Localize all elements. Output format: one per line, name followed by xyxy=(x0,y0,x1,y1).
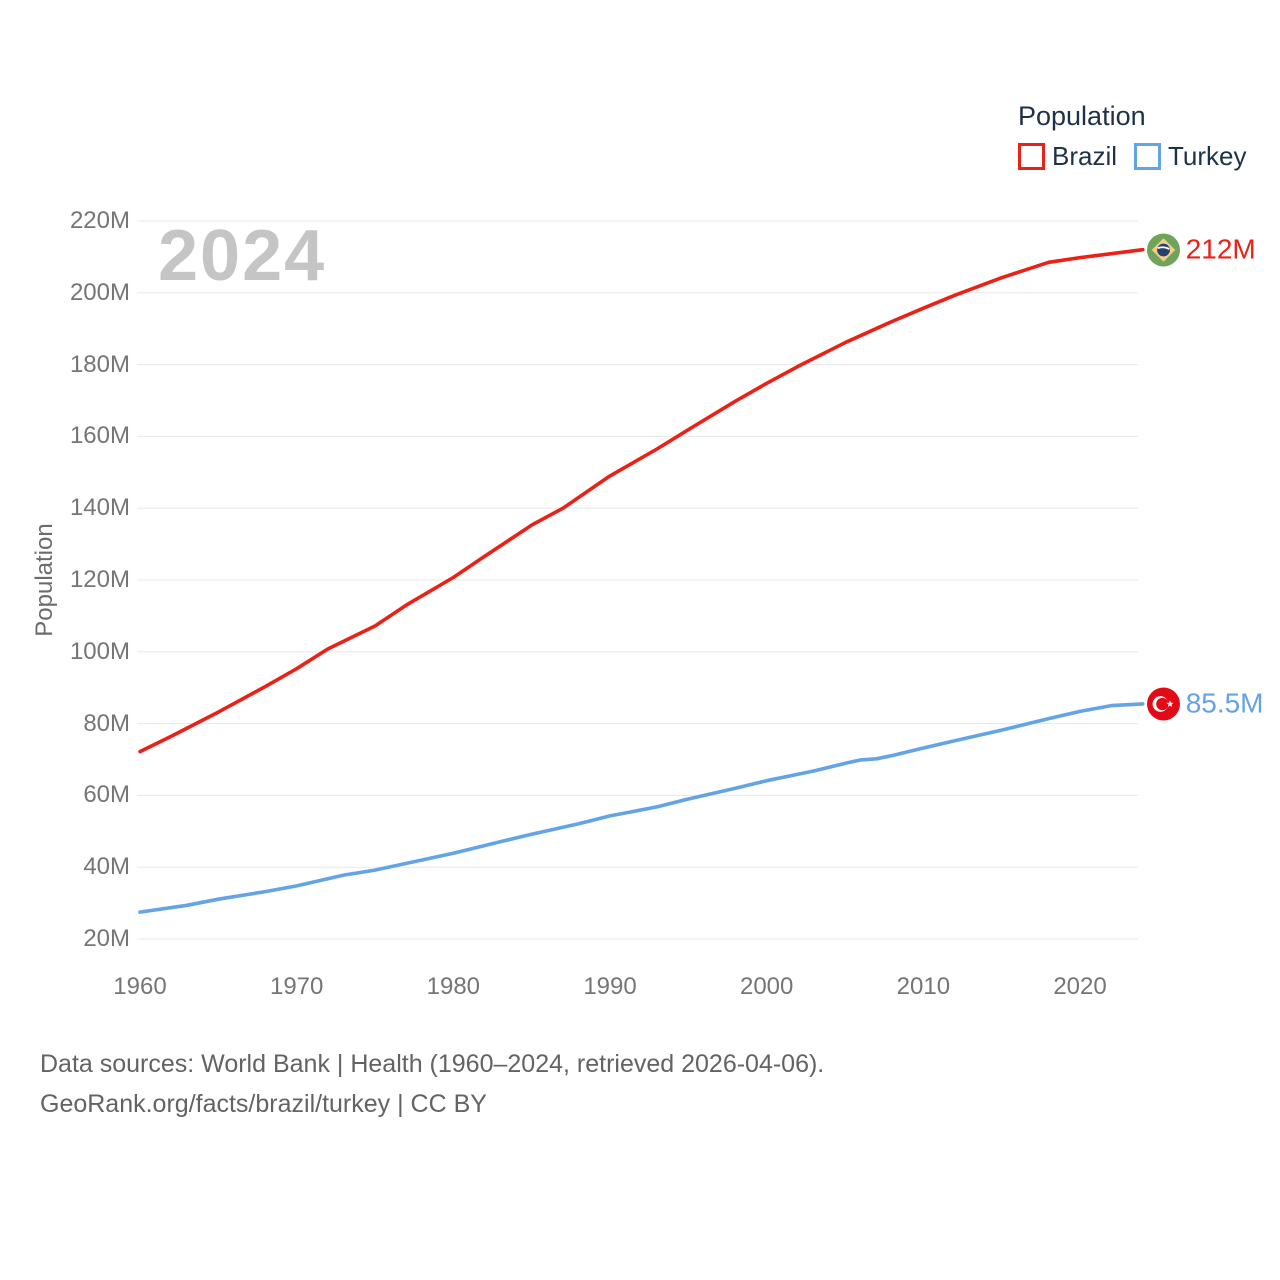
brazil-flag-icon xyxy=(1146,233,1180,267)
brazil-end-label: 212M xyxy=(1146,233,1256,267)
x-tick-label: 1990 xyxy=(583,973,637,1000)
turkey-swatch-icon xyxy=(1134,143,1162,171)
brazil-line xyxy=(138,247,1145,754)
y-tick-label: 40M xyxy=(83,853,130,881)
y-tick-label: 160M xyxy=(69,422,130,450)
year-watermark: 2024 xyxy=(158,216,327,296)
legend-label-turkey: Turkey xyxy=(1168,141,1247,172)
turkey-flag-icon xyxy=(1146,687,1180,721)
x-tick-label: 2020 xyxy=(1053,973,1107,1000)
turkey-end-label: 85.5M xyxy=(1146,687,1264,721)
brazil-value-label: 212M xyxy=(1185,233,1256,265)
y-tick-label: 20M xyxy=(83,925,130,952)
turkey-line xyxy=(138,702,1145,914)
x-tick-label: 2010 xyxy=(896,973,951,1000)
brazil-swatch-icon xyxy=(1018,143,1045,171)
x-tick-label: 1970 xyxy=(269,973,324,1000)
x-tick-label: 1980 xyxy=(426,973,481,1000)
y-tick-label: 100M xyxy=(69,637,130,665)
data-source-note: Data sources: World Bank | Health (1960–… xyxy=(40,1044,824,1124)
data-source-line2: GeoRank.org/facts/brazil/turkey | CC BY xyxy=(40,1090,487,1118)
legend-title: Population xyxy=(1018,101,1146,131)
legend: Population Brazil Turkey xyxy=(1018,100,1247,172)
plot-area xyxy=(137,220,1145,940)
y-tick-label: 140M xyxy=(69,494,130,522)
y-tick-label: 200M xyxy=(69,278,130,306)
y-tick-label: 180M xyxy=(69,350,130,378)
legend-items: Brazil Turkey xyxy=(1018,141,1247,172)
y-tick-label: 60M xyxy=(83,781,130,809)
legend-item-turkey[interactable]: Turkey xyxy=(1134,141,1247,172)
x-tick-label: 1960 xyxy=(113,973,167,1000)
x-tick-label: 2000 xyxy=(739,973,794,1000)
y-tick-label: 120M xyxy=(69,566,130,593)
y-tick-label: 80M xyxy=(83,709,130,737)
turkey-value-label: 85.5M xyxy=(1185,687,1264,719)
data-source-line1: Data sources: World Bank | Health (1960–… xyxy=(40,1050,825,1078)
legend-item-brazil[interactable]: Brazil xyxy=(1018,141,1117,172)
y-tick-label: 220M xyxy=(69,207,130,234)
legend-label-brazil: Brazil xyxy=(1052,141,1118,172)
